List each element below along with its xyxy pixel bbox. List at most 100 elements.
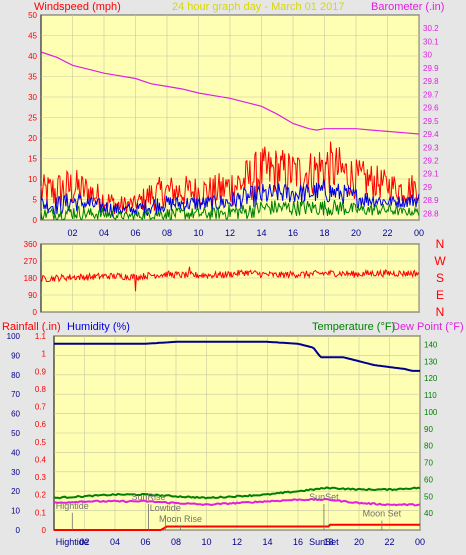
- temperature-tick-label: 130: [424, 357, 438, 366]
- temperature-tick-label: 100: [424, 408, 438, 417]
- rainfall-tick-label: 1.1: [35, 332, 47, 341]
- x-tick-label: 10: [193, 228, 203, 238]
- x-tick-label: 06: [130, 228, 140, 238]
- barometer-tick-label: 29.6: [423, 104, 439, 113]
- x-tick-label: 02: [67, 228, 77, 238]
- temperature-tick-label: 120: [424, 374, 438, 383]
- annotation-label: Moon Set: [363, 509, 402, 519]
- x-tick-label: 10: [201, 537, 211, 547]
- humidity-tick-label: 10: [11, 507, 20, 516]
- humidity-tick-label: 70: [11, 390, 20, 399]
- compass-label: N: [436, 305, 445, 319]
- x-tick-label: 18: [323, 537, 333, 547]
- humidity-tick-label: 0: [16, 526, 21, 535]
- windspeed-tick-label: 45: [28, 32, 37, 41]
- compass-label: W: [434, 254, 446, 268]
- windspeed-tick-label: 10: [28, 175, 37, 184]
- humidity-tick-label: 30: [11, 468, 20, 477]
- direction-tick-label: 90: [28, 291, 37, 300]
- barometer-tick-label: 30: [423, 51, 432, 60]
- x-tick-label: 00: [414, 228, 424, 238]
- x-event-label: SunSet: [309, 537, 339, 547]
- humidity-temperature-panel: 02 04 06 08 10 12 14 16 18 20 22 000102030405060708…: [7, 332, 438, 547]
- x-tick-label: 06: [140, 537, 150, 547]
- x-tick-label: 14: [256, 228, 266, 238]
- rainfall-tick-label: 0.6: [35, 420, 47, 429]
- humidity-tick-label: 100: [7, 332, 21, 341]
- annotation-label: Lowtide: [150, 503, 181, 513]
- temperature-tick-label: 80: [424, 442, 433, 451]
- barometer-tick-label: 30.1: [423, 37, 439, 46]
- x-tick-label: 22: [382, 228, 392, 238]
- rainfall-tick-label: 0.7: [35, 403, 47, 412]
- humidity-tick-label: 90: [11, 351, 20, 360]
- barometer-axis-title: Barometer (.in): [371, 1, 444, 13]
- barometer-tick-label: 29.7: [423, 90, 439, 99]
- x-tick-label: 02: [79, 537, 89, 547]
- annotation-label: SunSet: [309, 492, 339, 502]
- temperature-tick-label: 110: [424, 391, 437, 400]
- humidity-tick-label: 50: [11, 429, 20, 438]
- windspeed-tick-label: 35: [28, 73, 37, 82]
- graph-title: 24 hour graph day - March 01 2017: [172, 1, 344, 13]
- x-tick-label: 20: [351, 228, 361, 238]
- series-rain-red: [54, 523, 420, 531]
- windspeed-tick-label: 40: [28, 52, 37, 61]
- temperature-tick-label: 90: [424, 425, 433, 434]
- x-tick-label: 08: [162, 228, 172, 238]
- direction-tick-label: 360: [24, 240, 38, 249]
- humidity-axis-title: Humidity (%): [67, 321, 130, 333]
- windspeed-tick-label: 15: [28, 155, 37, 164]
- temperature-tick-label: 70: [424, 459, 433, 468]
- series-temp-magenta: [53, 497, 421, 507]
- dewpoint-axis-title: Dew Point (°F): [392, 321, 464, 333]
- x-tick-label: 08: [171, 537, 181, 547]
- barometer-series: [40, 51, 420, 135]
- rainfall-tick-label: 0.8: [35, 385, 47, 394]
- rainfall-tick-label: 0.5: [35, 438, 47, 447]
- x-tick-label: 12: [232, 537, 242, 547]
- barometer-tick-label: 28.9: [423, 196, 439, 205]
- temperature-tick-label: 140: [424, 340, 438, 349]
- x-tick-label: 12: [225, 228, 235, 238]
- windspeed-tick-label: 5: [33, 196, 38, 205]
- x-tick-label: 16: [293, 537, 303, 547]
- x-tick-label: 22: [384, 537, 394, 547]
- windspeed-tick-label: 30: [28, 93, 37, 102]
- x-tick-label: 04: [99, 228, 109, 238]
- barometer-tick-label: 29: [423, 183, 432, 192]
- x-tick-label: 14: [262, 537, 272, 547]
- windspeed-series-blue: [40, 178, 420, 218]
- compass-label: S: [436, 271, 444, 285]
- windspeed-tick-label: 0: [33, 216, 38, 225]
- direction-tick-label: 270: [24, 257, 38, 266]
- rainfall-tick-label: 0.3: [35, 473, 47, 482]
- temperature-tick-label: 40: [424, 509, 433, 518]
- barometer-tick-label: 29.8: [423, 77, 439, 86]
- windspeed-series-green: [40, 199, 420, 221]
- x-tick-label: 18: [319, 228, 329, 238]
- x-event-label: Hightide: [56, 537, 89, 547]
- humidity-tick-label: 80: [11, 371, 20, 380]
- series-humidity-navy: [54, 340, 420, 372]
- compass-label: E: [436, 288, 444, 302]
- x-tick-label: 04: [110, 537, 120, 547]
- temperature-tick-label: 50: [424, 492, 433, 501]
- humidity-tick-label: 40: [11, 448, 20, 457]
- barometer-tick-label: 29.3: [423, 143, 439, 152]
- rainfall-axis-title: Rainfall (.in): [2, 321, 61, 333]
- rainfall-tick-label: 0.1: [35, 508, 47, 517]
- windspeed-axis-title: Windspeed (mph): [34, 1, 121, 13]
- annotation-label: Moon Rise: [159, 514, 202, 524]
- barometer-tick-label: 28.8: [423, 209, 439, 218]
- direction-tick-label: 180: [24, 274, 38, 283]
- x-tick-label: 00: [415, 537, 425, 547]
- wind-direction-series: [40, 266, 420, 292]
- x-tick-label: 16: [288, 228, 298, 238]
- rainfall-tick-label: 0.2: [35, 491, 47, 500]
- temperature-tick-label: 60: [424, 475, 433, 484]
- humidity-tick-label: 20: [11, 487, 20, 496]
- series-temp-green: [53, 486, 421, 500]
